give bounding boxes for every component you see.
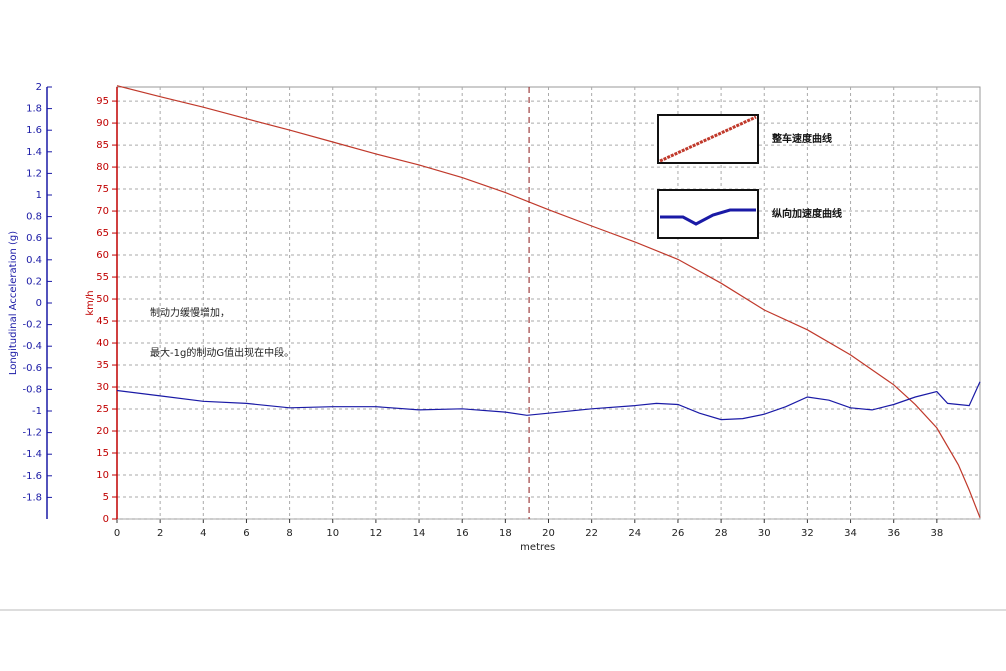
x-tick-label: 2: [157, 528, 163, 539]
y2-tick-label: 1: [36, 190, 42, 201]
x-tick-label: 22: [585, 528, 598, 539]
x-tick-label: 16: [456, 528, 469, 539]
legend-label: 纵向加速度曲线: [772, 207, 842, 220]
y2-tick-label: -0.6: [22, 363, 42, 374]
x-tick-label: 14: [413, 528, 426, 539]
annotation: 制动力缓慢增加，: [150, 306, 230, 319]
y2-tick-label: -1.6: [22, 471, 42, 482]
y-tick-label: 55: [96, 272, 109, 283]
y2-tick-label: -1.2: [22, 428, 42, 439]
y2-tick-label: 0.6: [26, 233, 42, 244]
x-tick-label: 12: [370, 528, 383, 539]
y-tick-label: 40: [96, 338, 109, 349]
y-tick-label: 5: [103, 492, 109, 503]
y-tick-label: 45: [96, 316, 109, 327]
y-tick-label: 85: [96, 140, 109, 151]
legend-label: 整车速度曲线: [771, 132, 832, 145]
x-tick-label: 8: [286, 528, 292, 539]
y-tick-label: 60: [96, 250, 109, 261]
annotation: 最大-1g的制动G值出现在中段。: [150, 346, 294, 359]
y-tick-label: 10: [96, 470, 109, 481]
x-tick-label: 18: [499, 528, 512, 539]
x-tick-label: 10: [326, 528, 339, 539]
y2-tick-label: 1.4: [26, 147, 42, 158]
series-line: [116, 85, 981, 518]
x-tick-label: 36: [887, 528, 900, 539]
y-tick-label: 80: [96, 162, 109, 173]
y2-tick-label: 1.6: [26, 125, 42, 136]
x-tick-label: 20: [542, 528, 555, 539]
y2-tick-label: -0.8: [22, 384, 42, 395]
y-tick-label: 75: [96, 184, 109, 195]
y-tick-label: 35: [96, 360, 109, 371]
x-tick-label: 4: [200, 528, 206, 539]
y-tick-label: 50: [96, 294, 109, 305]
y-tick-label: 95: [96, 96, 109, 107]
y2-tick-label: 1.2: [26, 168, 42, 179]
y-tick-label: 65: [96, 228, 109, 239]
y2-tick-label: -0.4: [22, 341, 42, 352]
legend-box: [657, 189, 759, 239]
x-tick-label: 28: [715, 528, 728, 539]
y2-axis-title: Longitudinal Acceleration (g): [8, 231, 19, 375]
series-line: [116, 381, 981, 421]
x-tick-label: 24: [628, 528, 641, 539]
legend-swatch: [660, 208, 756, 226]
y-tick-label: 30: [96, 382, 109, 393]
y-axis-title: km/h: [85, 290, 96, 315]
y2-tick-label: -1: [32, 406, 42, 417]
y-tick-label: 0: [103, 514, 109, 525]
y-tick-label: 20: [96, 426, 109, 437]
x-tick-label: 32: [801, 528, 814, 539]
y2-tick-label: 0.8: [26, 212, 42, 223]
y2-tick-label: 1.8: [26, 104, 42, 115]
y2-tick-label: -0.2: [22, 320, 42, 331]
legend-swatch: [659, 115, 757, 163]
y-tick-label: 25: [96, 404, 109, 415]
y2-tick-label: 0: [36, 298, 42, 309]
y2-tick-label: 0.4: [26, 255, 42, 266]
y-tick-label: 90: [96, 118, 109, 129]
y2-tick-label: -1.8: [22, 492, 42, 503]
x-tick-label: 30: [758, 528, 771, 539]
y-tick-label: 15: [96, 448, 109, 459]
x-tick-label: 38: [930, 528, 943, 539]
x-tick-label: 0: [114, 528, 120, 539]
x-axis-title: metres: [520, 542, 555, 553]
x-tick-label: 6: [243, 528, 249, 539]
y2-tick-label: 2: [36, 82, 42, 93]
x-tick-label: 34: [844, 528, 857, 539]
y-tick-label: 70: [96, 206, 109, 217]
x-tick-label: 26: [672, 528, 685, 539]
y2-tick-label: 0.2: [26, 276, 42, 287]
y2-tick-label: -1.4: [22, 449, 42, 460]
